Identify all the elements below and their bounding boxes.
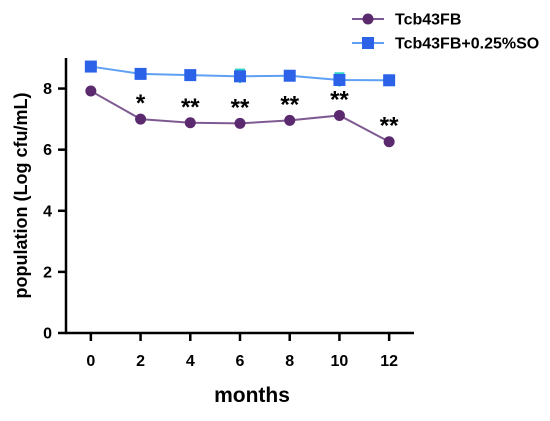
- data-point: [84, 60, 97, 73]
- data-point: [134, 67, 147, 80]
- data-point: [85, 85, 97, 97]
- data-point: [284, 114, 296, 126]
- x-tick-label: 4: [186, 353, 195, 370]
- data-point: [184, 117, 196, 129]
- data-point: [234, 117, 246, 129]
- data-point: [333, 109, 345, 121]
- y-tick-label: 6: [43, 142, 52, 159]
- x-tick-label: 12: [380, 353, 398, 370]
- legend-label: Tcb43FB: [395, 12, 461, 29]
- annotation-layer: * ** ** ** ****: [136, 86, 399, 139]
- x-tick-label: 2: [136, 353, 145, 370]
- data-point: [135, 113, 147, 125]
- y-tick-label: 0: [43, 326, 52, 343]
- axes-layer: 0 2 4 6 8 0 2 4 6 8 10 12 months population (Log cfu/…: [11, 58, 414, 407]
- x-tick-label: 8: [285, 353, 294, 370]
- y-tick-label: 8: [43, 81, 52, 98]
- data-point: [234, 70, 246, 83]
- data-point: [184, 69, 197, 82]
- x-tick-label: 10: [331, 353, 349, 370]
- y-tick-label: 4: [43, 203, 52, 220]
- significance-marker: *: [136, 90, 146, 117]
- series-layer: [84, 60, 396, 148]
- significance-marker: **: [280, 91, 299, 118]
- data-point: [383, 74, 396, 87]
- x-tick-label: 6: [236, 353, 245, 370]
- legend-marker: [362, 37, 374, 49]
- y-axis-label: population (Log cfu/mL): [11, 93, 31, 299]
- x-axis-label: months: [214, 384, 290, 407]
- significance-marker: **: [181, 94, 200, 121]
- data-point: [383, 136, 395, 148]
- series-tcb43fb-so: [84, 60, 396, 87]
- x-tick-label: 0: [86, 353, 95, 370]
- data-point: [333, 74, 346, 86]
- significance-marker: **: [330, 86, 349, 113]
- series-tcb43fb: [85, 85, 395, 148]
- data-point: [283, 69, 296, 82]
- legend-marker: [362, 13, 374, 25]
- legend-item: Tcb43FB+0.25%SO: [352, 36, 539, 53]
- legend-item: Tcb43FB: [352, 12, 461, 29]
- significance-marker: **: [380, 113, 399, 140]
- legend-label: Tcb43FB+0.25%SO: [395, 36, 539, 53]
- y-tick-label: 2: [43, 264, 52, 281]
- legend: Tcb43FB Tcb43FB+0.25%SO: [352, 12, 539, 53]
- significance-marker: **: [231, 94, 250, 121]
